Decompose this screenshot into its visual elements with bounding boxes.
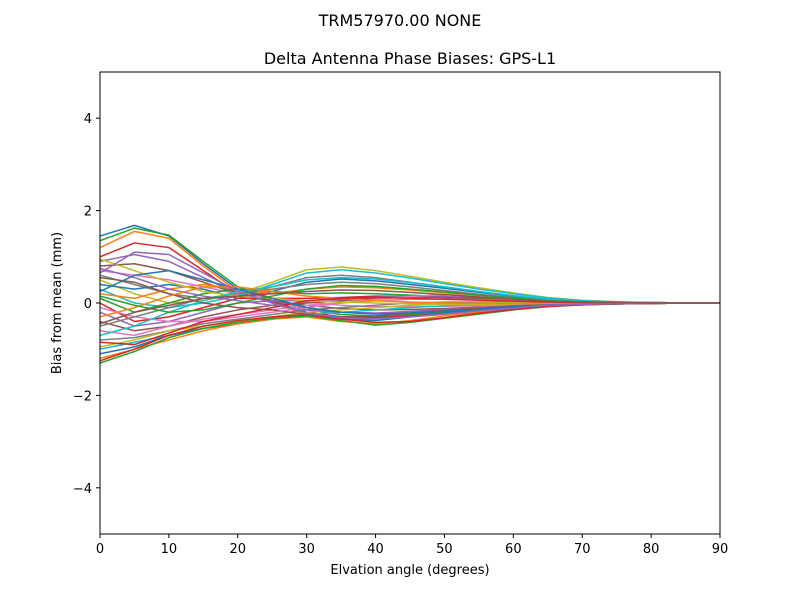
y-axis-label: Bias from mean (mm)	[50, 232, 65, 374]
x-tick-label: 50	[436, 542, 453, 557]
y-tick-label: 2	[84, 205, 92, 220]
x-tick-label: 80	[643, 542, 660, 557]
figure-suptitle: TRM57970.00 NONE	[318, 11, 482, 30]
x-tick-label: 40	[367, 542, 384, 557]
x-axis-label: Elvation angle (degrees)	[330, 563, 489, 578]
chart-title: Delta Antenna Phase Biases: GPS-L1	[264, 49, 556, 68]
series-layer	[100, 224, 720, 364]
series-line-35	[100, 251, 720, 320]
y-tick-label: −2	[73, 389, 92, 404]
x-axis: 0 10 20 30 40 50 60 70 80 90	[96, 534, 728, 557]
x-tick-label: 0	[96, 542, 104, 557]
x-tick-label: 10	[161, 542, 178, 557]
x-tick-label: 70	[574, 542, 591, 557]
x-tick-label: 20	[230, 542, 247, 557]
x-tick-label: 30	[298, 542, 315, 557]
y-tick-label: 0	[84, 297, 92, 312]
series-line-36	[100, 289, 720, 325]
x-tick-label: 60	[505, 542, 522, 557]
x-tick-label: 90	[712, 542, 729, 557]
y-tick-label: −4	[73, 482, 92, 497]
y-tick-label: 4	[84, 112, 92, 127]
y-axis: −4 −2 0 2 4	[73, 112, 100, 497]
